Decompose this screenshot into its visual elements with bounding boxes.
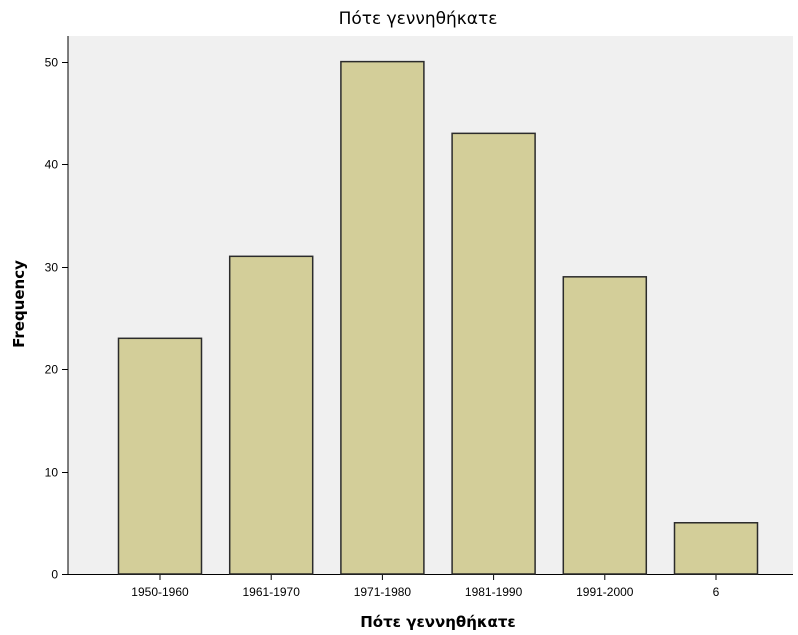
y-tick-label: 20 [45,363,59,377]
bar-1991-2000 [562,276,648,575]
y-tick-label: 50 [45,56,59,70]
chart-title: Πότε γεννηθήκατε [339,9,498,29]
y-tick-label: 0 [51,568,58,582]
bar-6 [673,522,759,575]
y-tick-label: 10 [45,466,59,480]
x-tick-label: 1961-1970 [243,585,301,599]
x-tick-label: 1981-1990 [465,585,523,599]
y-axis-title: Frequency [10,260,28,348]
y-axis: 0 10 20 30 40 50 [45,36,69,582]
x-tick-label: 6 [713,585,720,599]
x-axis-title: Πότε γεννηθήκατε [360,613,516,631]
bar-1971-1980 [340,60,425,575]
x-tick-label: 1991-2000 [576,585,634,599]
x-axis: 1950-1960 1961-1970 1971-1980 1981-1990 1991… [68,574,793,599]
bars [117,60,759,575]
bar-1950-1960 [117,337,203,575]
y-tick-label: 30 [45,261,59,275]
bar-1981-1990 [451,132,536,575]
x-tick-label: 1950-1960 [131,585,189,599]
bar-1961-1970 [228,255,314,575]
y-tick-label: 40 [45,158,59,172]
x-tick-label: 1971-1980 [354,585,412,599]
